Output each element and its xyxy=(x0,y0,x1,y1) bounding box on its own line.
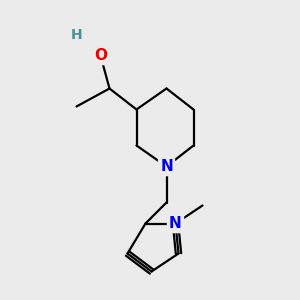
Text: H: H xyxy=(71,28,82,42)
Text: O: O xyxy=(94,48,107,63)
Text: N: N xyxy=(169,216,182,231)
Text: N: N xyxy=(160,159,173,174)
